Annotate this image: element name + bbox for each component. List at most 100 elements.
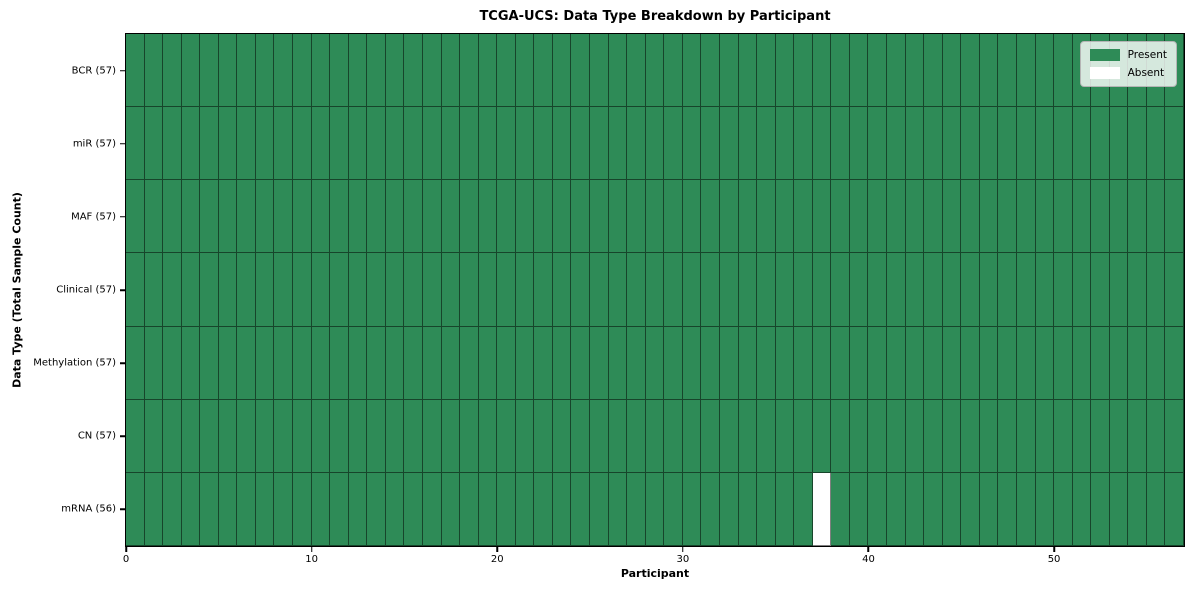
heatmap-cell bbox=[942, 399, 962, 473]
heatmap-cell bbox=[404, 472, 423, 546]
heatmap-cell bbox=[608, 472, 628, 546]
heatmap-cell bbox=[942, 107, 962, 181]
heatmap-cell bbox=[645, 326, 665, 400]
heatmap-cell bbox=[422, 326, 442, 400]
heatmap-cell bbox=[905, 253, 925, 327]
heatmap-cell bbox=[590, 326, 609, 400]
heatmap-cell bbox=[200, 472, 219, 546]
heatmap-cell bbox=[163, 472, 182, 546]
heatmap-cell bbox=[608, 399, 628, 473]
heatmap-cell bbox=[460, 399, 479, 473]
heatmap-cell bbox=[627, 472, 646, 546]
heatmap-cell bbox=[460, 107, 479, 181]
legend-entry-absent: Absent bbox=[1089, 67, 1167, 79]
heatmap-cell bbox=[701, 107, 720, 181]
heatmap-cell bbox=[422, 472, 442, 546]
heatmap-cell bbox=[1054, 34, 1073, 108]
heatmap-cell bbox=[849, 107, 869, 181]
heatmap-cell bbox=[868, 34, 888, 108]
heatmap-cell bbox=[330, 399, 349, 473]
heatmap-cell bbox=[1072, 399, 1092, 473]
heatmap-cell bbox=[422, 180, 442, 254]
heatmap-cell bbox=[1165, 107, 1184, 181]
heatmap-cell bbox=[330, 107, 349, 181]
heatmap-cell bbox=[163, 399, 182, 473]
heatmap-cell bbox=[218, 326, 238, 400]
heatmap-cell bbox=[924, 34, 943, 108]
heatmap-cell bbox=[701, 253, 720, 327]
heatmap-cell bbox=[293, 34, 312, 108]
y-tick-mark bbox=[120, 142, 125, 145]
heatmap-cell bbox=[1016, 472, 1036, 546]
heatmap-cell bbox=[682, 107, 702, 181]
heatmap-cell bbox=[515, 34, 535, 108]
heatmap-cell bbox=[812, 399, 832, 473]
heatmap-cell bbox=[478, 326, 498, 400]
heatmap-cell bbox=[849, 326, 869, 400]
heatmap-cell bbox=[1091, 399, 1110, 473]
heatmap-cell bbox=[367, 107, 386, 181]
heatmap-cell bbox=[1072, 107, 1092, 181]
heatmap-cell bbox=[311, 253, 331, 327]
heatmap-cell bbox=[497, 399, 516, 473]
heatmap-cell bbox=[1146, 180, 1166, 254]
heatmap-cell bbox=[404, 107, 423, 181]
heatmap-cell bbox=[571, 180, 591, 254]
heatmap-cell bbox=[126, 253, 145, 327]
heatmap-cell bbox=[998, 326, 1017, 400]
heatmap-cell bbox=[664, 34, 683, 108]
y-tick-label: BCR (57) bbox=[71, 65, 116, 77]
heatmap-cell bbox=[163, 326, 182, 400]
heatmap-cell bbox=[181, 180, 201, 254]
heatmap-cell bbox=[274, 472, 294, 546]
heatmap-cell bbox=[404, 180, 423, 254]
heatmap-cell bbox=[163, 253, 182, 327]
heatmap-cell bbox=[218, 253, 238, 327]
y-tick-mark bbox=[120, 69, 125, 72]
heatmap-cell bbox=[719, 180, 739, 254]
heatmap-cell bbox=[126, 472, 145, 546]
heatmap-cell bbox=[1109, 399, 1129, 473]
heatmap-cell bbox=[794, 34, 813, 108]
heatmap-cell bbox=[775, 326, 795, 400]
heatmap-cell bbox=[237, 107, 256, 181]
heatmap-cell bbox=[979, 253, 999, 327]
legend-swatch-present bbox=[1089, 49, 1120, 61]
heatmap-cell bbox=[1091, 472, 1110, 546]
heatmap-cell bbox=[126, 326, 145, 400]
heatmap-cell bbox=[961, 107, 980, 181]
heatmap-cell bbox=[590, 253, 609, 327]
heatmap-cell bbox=[719, 326, 739, 400]
heatmap-cell bbox=[608, 34, 628, 108]
heatmap-cell bbox=[1054, 399, 1073, 473]
x-tick-label: 30 bbox=[676, 554, 690, 565]
heatmap-cell bbox=[719, 107, 739, 181]
heatmap-cell bbox=[645, 34, 665, 108]
heatmap-cell bbox=[775, 34, 795, 108]
heatmap-cell bbox=[608, 107, 628, 181]
heatmap-cell bbox=[255, 253, 275, 327]
heatmap-cell bbox=[515, 180, 535, 254]
heatmap-cell bbox=[478, 34, 498, 108]
heatmap-cell bbox=[664, 253, 683, 327]
heatmap-cell bbox=[775, 399, 795, 473]
heatmap-cell bbox=[181, 107, 201, 181]
x-tick-mark bbox=[867, 547, 870, 552]
heatmap-cell bbox=[200, 107, 219, 181]
heatmap-cell bbox=[998, 180, 1017, 254]
heatmap-cell bbox=[682, 34, 702, 108]
heatmap-cell bbox=[924, 399, 943, 473]
heatmap-cell bbox=[348, 472, 368, 546]
heatmap-cell bbox=[218, 180, 238, 254]
heatmap-cell bbox=[1035, 180, 1055, 254]
heatmap-cell bbox=[534, 34, 553, 108]
heatmap-cell bbox=[1016, 326, 1036, 400]
heatmap-cell bbox=[812, 34, 832, 108]
heatmap-cell bbox=[1072, 326, 1092, 400]
x-tick-label: 0 bbox=[122, 554, 130, 565]
y-tick-mark bbox=[120, 289, 125, 291]
heatmap-cell bbox=[1165, 253, 1184, 327]
heatmap-cell bbox=[330, 253, 349, 327]
heatmap-cell bbox=[385, 253, 405, 327]
heatmap-cell bbox=[1091, 107, 1110, 181]
